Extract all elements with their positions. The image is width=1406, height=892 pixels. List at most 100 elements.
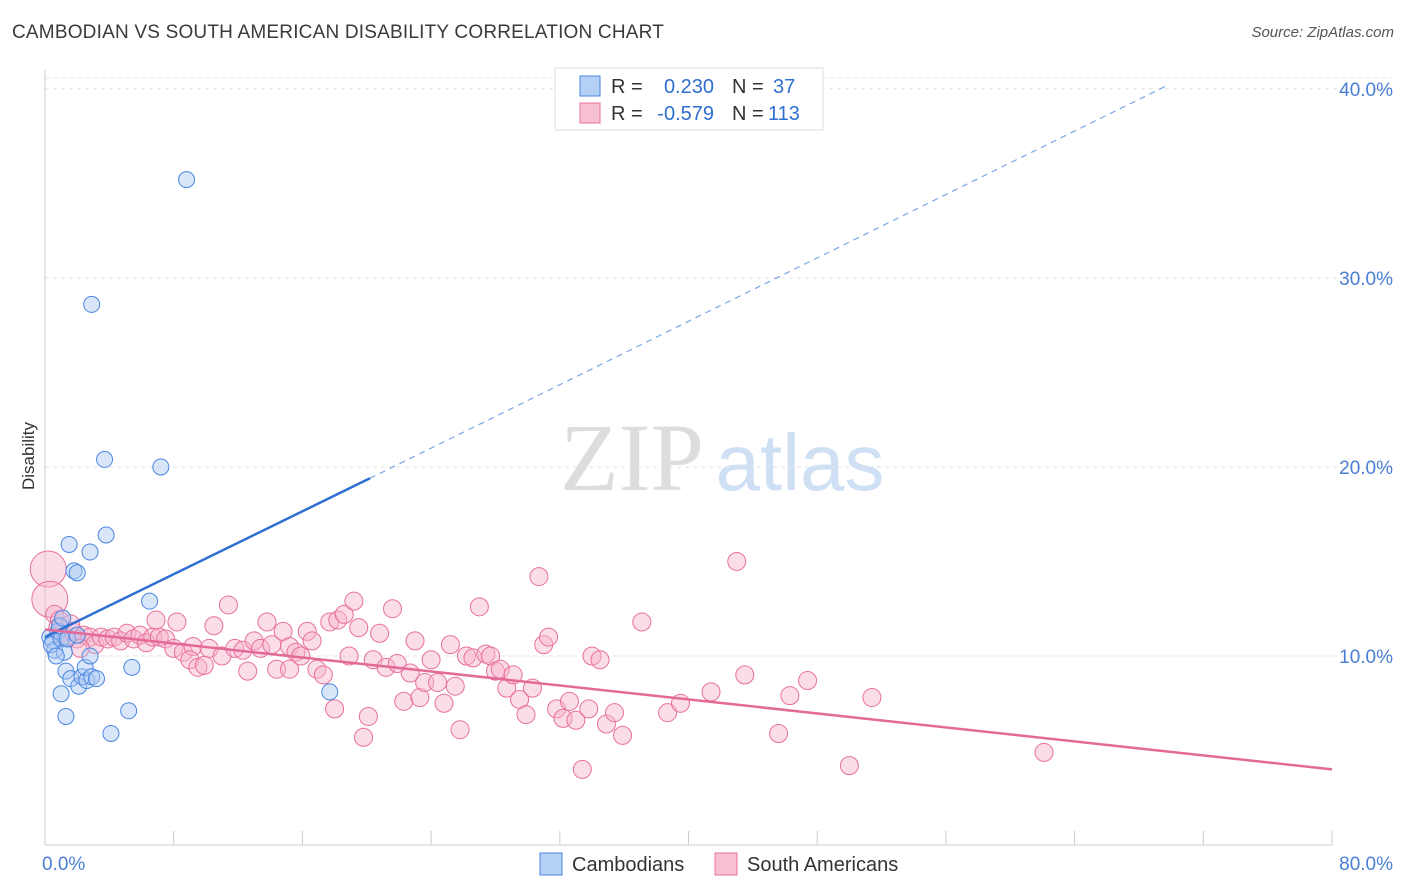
south-americans-point [590,650,610,670]
legend-n-label-1: N = [732,76,764,98]
legend-r-label-1: R = [611,76,643,98]
bottom-legend-swatch-cambodians [539,852,563,876]
south-americans-point [257,612,277,632]
tick-labels: 10.0% 20.0% 30.0% 40.0% 0.0% 80.0% [42,80,1393,875]
south-americans-point [358,706,378,726]
south-americans-point [146,610,166,630]
south-americans-point [632,612,652,632]
south-americans-point [1034,742,1054,762]
legend-swatch-south-americans [579,102,601,124]
south-americans-point [382,599,402,619]
legend-n-value-2: 113 [768,103,800,125]
south-americans-point [302,631,322,651]
south-americans-point [798,671,818,691]
legend-swatch-cambodians [579,75,601,97]
south-americans-point [421,650,441,670]
source-label: Source: ZipAtlas.com [1251,24,1394,41]
legend-r-value-1: 0.230 [664,76,714,98]
cambodians-point [60,535,78,553]
cambodians-point [65,562,83,580]
south-americans-point [349,618,369,638]
south-americans-point [516,705,536,725]
cambodians-trend-line [44,477,371,639]
south-americans-point [434,693,454,713]
south-americans-trend-line [44,628,1333,771]
x-tick-label-1: 80.0% [1339,854,1393,875]
cambodians-point [97,526,115,544]
cambodians-point [55,643,73,661]
south-americans-point [529,567,549,587]
cambodians-point [321,683,339,701]
watermark-zip: ZIP [560,404,704,511]
south-americans-point [410,688,430,708]
south-americans-point [566,710,586,730]
south-americans-point [862,688,882,708]
legend-n-label-2: N = [732,103,764,125]
south-americans-point [456,646,476,666]
south-americans-point [167,612,187,632]
south-americans-point [572,759,592,779]
south-americans-point [180,650,200,670]
south-americans-point [613,725,633,745]
south-americans-point [445,676,465,696]
legend-r-label-2: R = [611,103,643,125]
south-americans-points [29,550,1054,779]
south-americans-point [658,703,678,723]
south-americans-point [596,714,616,734]
y-tick-label-2: 30.0% [1339,269,1393,290]
chart-title: CAMBODIAN VS SOUTH AMERICAN DISABILITY C… [12,22,665,43]
south-americans-point [218,595,238,615]
south-americans-point [313,665,333,685]
cambodians-point [68,626,86,644]
cambodians-point [141,592,159,610]
south-americans-point [839,756,859,776]
bottom-legend: Cambodians South Americans [539,852,898,876]
south-americans-point [297,621,317,641]
south-americans-point [780,686,800,706]
axes [44,70,1333,846]
bottom-legend-cambodians: Cambodians [572,854,684,876]
cambodians-point [152,458,170,476]
y-tick-label-1: 20.0% [1339,458,1393,479]
south-americans-point [469,597,489,617]
south-americans-point [481,646,501,666]
south-americans-point [173,642,193,662]
south-americans-point [280,659,300,679]
south-americans-point [428,672,448,692]
top-legend: R = 0.230 N = 37 R = -0.579 N = 113 [554,67,824,131]
south-americans-point [415,672,435,692]
bottom-legend-south-americans: South Americans [747,854,898,876]
south-americans-point [354,727,374,747]
trend-lines [44,84,1333,771]
cambodians-point [178,171,196,189]
south-americans-point [31,580,69,618]
south-americans-point [701,682,721,702]
south-americans-point [604,703,624,723]
south-americans-point [579,699,599,719]
cambodians-point [87,670,105,688]
cambodians-points [41,171,339,742]
cambodians-point [54,609,72,627]
watermark-atlas: atlas [716,418,885,507]
legend-n-value-1: 37 [773,76,795,98]
south-americans-point [267,659,287,679]
cambodians-trend-extension [369,84,1169,479]
cambodians-point [81,543,99,561]
y-tick-label-0: 10.0% [1339,647,1393,668]
south-americans-point [440,635,460,655]
cambodians-point [57,707,75,725]
south-americans-point [450,720,470,740]
cambodians-point [47,647,65,665]
cambodians-point [120,702,138,720]
south-americans-point [727,551,747,571]
south-americans-point [405,631,425,651]
south-americans-point [188,657,208,677]
south-americans-point [559,691,579,711]
south-americans-point [370,623,390,643]
south-americans-point [334,604,354,624]
bottom-legend-swatch-south-americans [714,852,738,876]
cambodians-point [52,685,70,703]
south-americans-point [539,627,559,647]
cambodians-point [102,724,120,742]
south-americans-point [204,616,224,636]
